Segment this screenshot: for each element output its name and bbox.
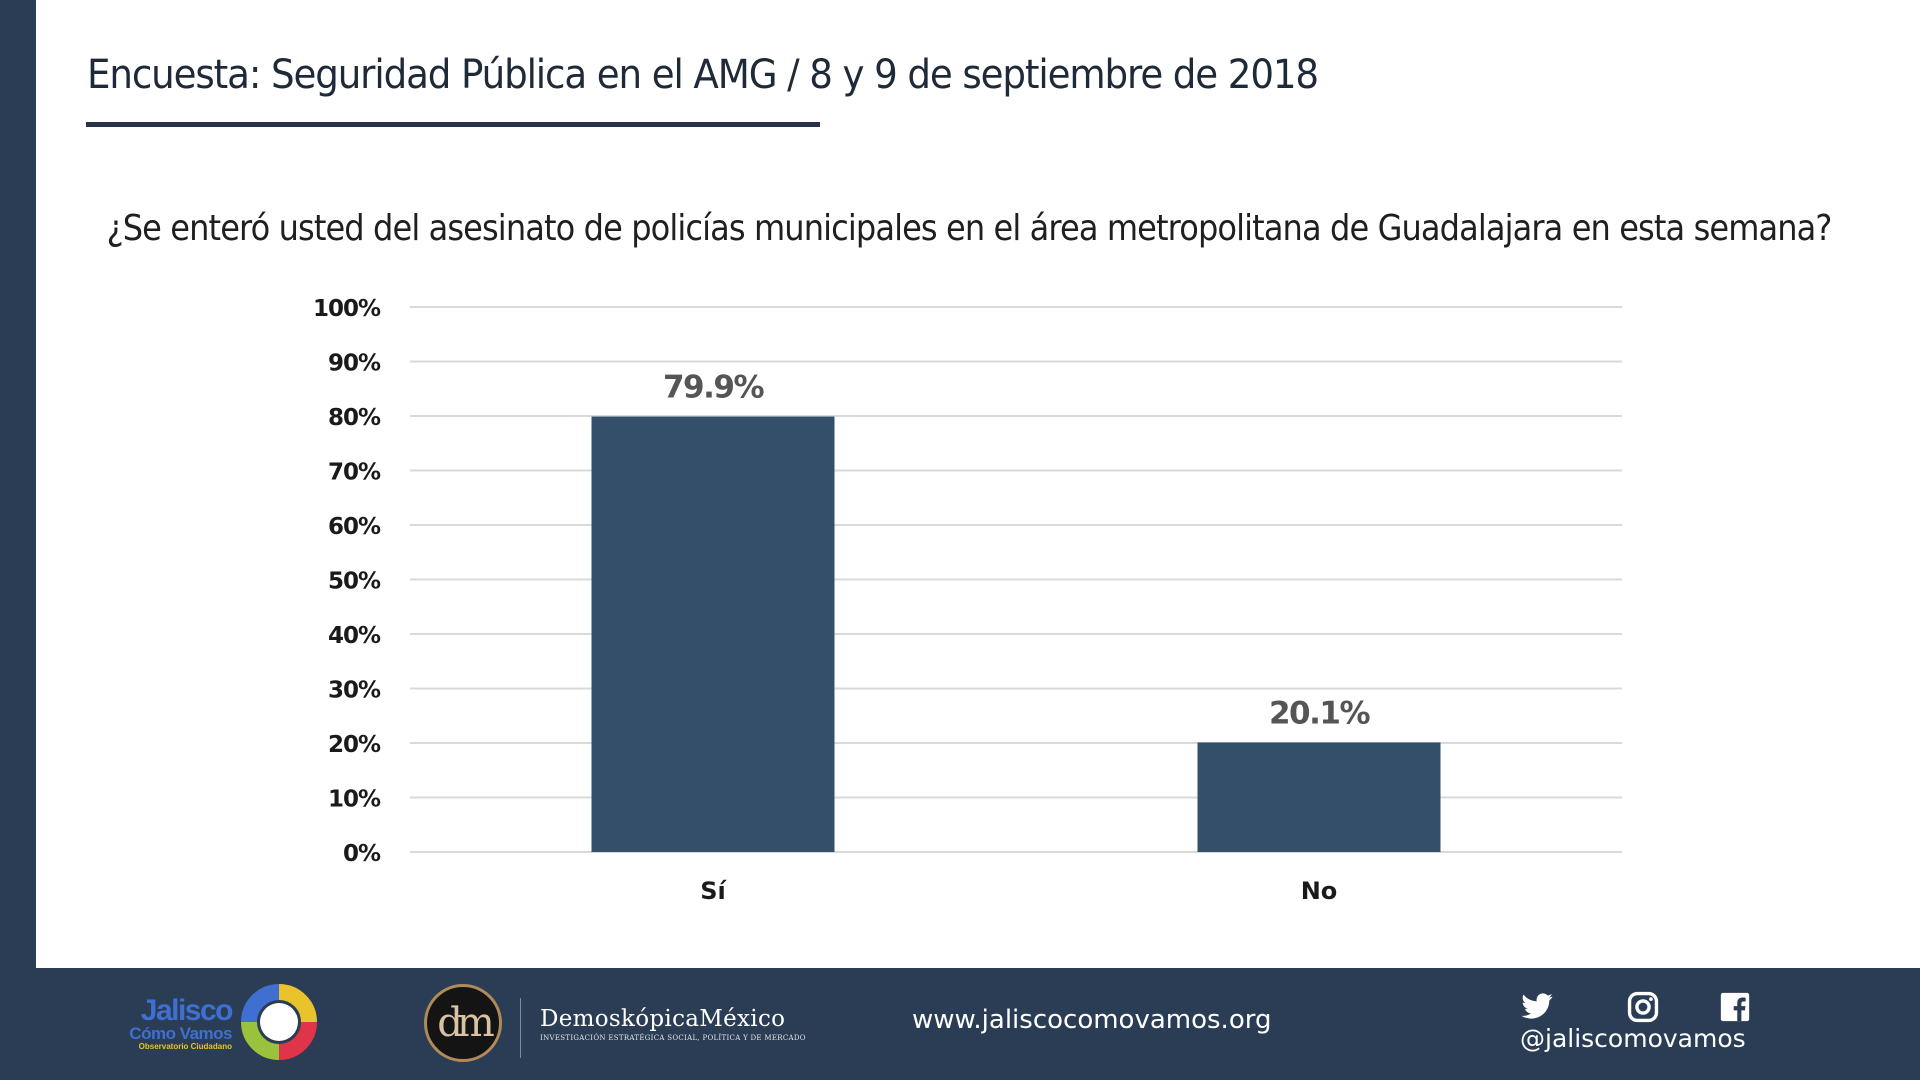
- y-tick-label: 90%: [328, 351, 381, 377]
- logo-jcv-line2: Cómo Vamos: [129, 1024, 232, 1043]
- y-tick-label: 10%: [328, 787, 381, 813]
- footer: [0, 968, 1920, 1080]
- left-accent-bar: [0, 0, 36, 968]
- twitter-icon[interactable]: [1520, 990, 1554, 1024]
- facebook-icon[interactable]: [1718, 990, 1752, 1024]
- dm-monogram-text: dm: [437, 1000, 494, 1046]
- y-tick-label: 40%: [328, 623, 381, 649]
- jcv-ring-icon: [241, 984, 317, 1060]
- y-tick-label: 50%: [328, 569, 381, 595]
- logo-jcv-line3: Observatorio Ciudadano: [138, 1042, 232, 1051]
- bar-chart: 0% 10% 20% 30% 40% 50% 60% 70% 80% 90% 100% 79.9% Sí…: [313, 296, 1622, 905]
- y-tick-label: 60%: [328, 514, 381, 540]
- page-title: Encuesta: Seguridad Pública en el AMG / …: [87, 52, 1319, 98]
- demoskopica-tagline: INVESTIGACIÓN ESTRATÉGICA SOCIAL, POLÍTI…: [540, 1034, 806, 1042]
- website-link[interactable]: www.jaliscocomovamos.org: [912, 1005, 1272, 1035]
- y-tick-label: 80%: [328, 405, 381, 431]
- title-underline: [86, 122, 820, 127]
- survey-question-text: ¿Se enteró usted del asesinato de policí…: [106, 208, 1833, 249]
- x-tick-label: No: [1301, 877, 1338, 905]
- demoskopica-monogram[interactable]: dm: [424, 984, 502, 1062]
- y-tick-label: 20%: [328, 732, 381, 758]
- x-tick-label: Sí: [700, 877, 727, 905]
- bar: [1197, 742, 1441, 852]
- y-tick-label: 100%: [313, 296, 381, 322]
- y-tick-label: 30%: [328, 678, 381, 704]
- instagram-icon[interactable]: [1626, 990, 1660, 1024]
- jalisco-como-vamos-logo[interactable]: Jalisco Cómo Vamos Observatorio Ciudadan…: [124, 994, 234, 1051]
- y-tick-label: 70%: [328, 460, 381, 486]
- logo-jcv-line1: Jalisco: [140, 994, 234, 1027]
- logo-divider: [520, 998, 521, 1058]
- social-handle[interactable]: @jaliscomovamos: [1520, 1024, 1746, 1053]
- y-tick-label: 0%: [343, 841, 381, 867]
- demoskopica-name: DemoskópicaMéxico: [540, 1006, 786, 1032]
- data-label: 79.9%: [663, 370, 764, 406]
- survey-question: ¿Se enteró usted del asesinato de policí…: [0, 208, 1920, 249]
- data-label: 20.1%: [1269, 695, 1370, 731]
- bar: [591, 416, 835, 852]
